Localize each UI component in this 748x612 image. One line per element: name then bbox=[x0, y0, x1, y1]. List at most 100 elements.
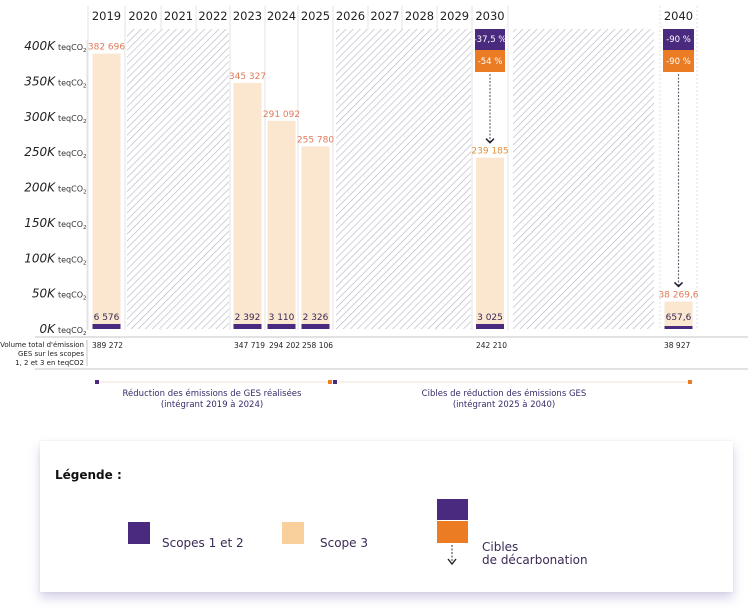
value-label-scope-3-2040: 38 269,6 bbox=[658, 290, 698, 300]
value-label-scope-3-2023: 345 327 bbox=[229, 72, 266, 82]
y-tick-label: 150K bbox=[24, 216, 56, 230]
y-tick-unit: teqCO2 bbox=[58, 78, 87, 89]
year-label-2026: 2026 bbox=[336, 9, 365, 23]
no-data-areas bbox=[127, 29, 654, 329]
y-tick-label: 200K bbox=[24, 181, 56, 195]
bar-scopes-1-2-2019 bbox=[92, 324, 121, 329]
value-label-scope-3-2030: 239 185 bbox=[471, 147, 508, 157]
value-label-scopes-1-2-2030: 3 025 bbox=[477, 313, 503, 323]
year-label-2020: 2020 bbox=[128, 9, 157, 23]
value-label-scopes-1-2-2024: 3 110 bbox=[269, 313, 295, 323]
year-label-2028: 2028 bbox=[405, 9, 434, 23]
total-value-2024: 294 202 bbox=[269, 341, 300, 350]
dotted-arrow-icon bbox=[447, 545, 457, 566]
period-label-targets-line1: Cibles de réduction des émissions GES bbox=[422, 388, 587, 399]
y-tick-unit: teqCO2 bbox=[58, 220, 87, 231]
value-label-scopes-1-2-2025: 2 326 bbox=[303, 313, 329, 323]
y-tick-label: 400K bbox=[24, 39, 56, 53]
y-tick-unit: teqCO2 bbox=[58, 114, 87, 125]
y-tick-label: 0K bbox=[39, 322, 56, 336]
targets: -37,5 % -54 % -90 % -90 % bbox=[474, 29, 694, 288]
period-marker bbox=[333, 380, 337, 384]
bar-scope-3-2025 bbox=[301, 146, 330, 329]
period-label-realised-line1: Réduction des émissions de GES réalisées bbox=[123, 388, 302, 399]
y-tick-unit: teqCO2 bbox=[58, 149, 87, 160]
total-value-2030: 242 210 bbox=[476, 341, 507, 350]
year-label-2021: 2021 bbox=[164, 9, 193, 23]
target-arrow-head-2030 bbox=[485, 138, 495, 144]
legend-target-orange bbox=[437, 521, 468, 543]
year-label-2022: 2022 bbox=[198, 9, 227, 23]
period-label-targets-line2: (intégrant 2025 à 2040) bbox=[453, 399, 555, 410]
value-label-scopes-1-2-2023: 2 392 bbox=[235, 313, 261, 323]
bar-scope-3-2030 bbox=[476, 157, 504, 329]
period-marker bbox=[95, 380, 99, 384]
y-tick-label: 350K bbox=[24, 74, 56, 88]
legend-label-scope-3: Scope 3 bbox=[320, 536, 369, 550]
legend-swatch-scope-3 bbox=[282, 522, 304, 544]
year-label-2025: 2025 bbox=[301, 9, 330, 23]
y-tick-label: 300K bbox=[24, 110, 56, 124]
y-tick-unit: teqCO2 bbox=[58, 255, 87, 266]
y-tick-unit: teqCO2 bbox=[58, 185, 87, 196]
y-tick-unit: teqCO2 bbox=[58, 43, 87, 54]
totals-row-label-line: GES sur les scopes bbox=[18, 350, 84, 358]
bar-scopes-1-2-2025 bbox=[301, 324, 330, 329]
bar-scopes-1-2-2030 bbox=[476, 324, 504, 329]
bars bbox=[92, 53, 693, 330]
bar-scopes-1-2-2024 bbox=[267, 324, 296, 329]
y-tick-label: 100K bbox=[24, 251, 56, 265]
legend-label-targets-line1: Cibles bbox=[482, 540, 519, 554]
target-label-scopes-1-2-2030: -37,5 % bbox=[474, 35, 507, 45]
value-label-scopes-1-2-2040: 657,6 bbox=[666, 313, 692, 323]
target-label-scopes-1-2-2040: -90 % bbox=[666, 35, 691, 45]
target-box-scopes-1-2-2030 bbox=[475, 29, 505, 50]
total-value-2025: 258 106 bbox=[302, 341, 333, 350]
legend-panel: Légende : Scopes 1 et 2 Scope 3 Cibles d… bbox=[40, 441, 733, 592]
value-label-scopes-1-2-2019: 6 576 bbox=[94, 313, 120, 323]
no-data-area-2020-2022 bbox=[127, 29, 229, 329]
value-label-scope-3-2024: 291 092 bbox=[263, 110, 300, 120]
bar-scope-3-2019 bbox=[92, 53, 121, 330]
no-data-area-2026-2029 bbox=[336, 29, 471, 329]
year-label-2024: 2024 bbox=[267, 9, 296, 23]
target-box-scope-3-2030 bbox=[475, 50, 505, 72]
emissions-chart: 2019 2020 2021 2022 2023 2024 2025 2026 2027 2028… bbox=[0, 6, 748, 410]
target-label-scope-3-2040: -90 % bbox=[666, 57, 691, 67]
period-label-realised-line2: (intégrant 2019 à 2024) bbox=[161, 399, 263, 410]
total-value-2023: 347 719 bbox=[234, 341, 265, 350]
no-data-area-2031-2039 bbox=[513, 29, 654, 329]
period-marker bbox=[688, 380, 692, 384]
y-tick-label: 50K bbox=[32, 287, 56, 301]
year-label-2023: 2023 bbox=[233, 9, 262, 23]
legend-swatch-scopes-1-2 bbox=[128, 522, 150, 544]
labels: 2019 2020 2021 2022 2023 2024 2025 2026 2027 2028… bbox=[88, 9, 699, 323]
legend-title: Légende : bbox=[55, 468, 122, 482]
year-label-2019: 2019 bbox=[92, 9, 121, 23]
totals-row-label-line: Volume total d'émission bbox=[0, 341, 84, 349]
total-value-2019: 389 272 bbox=[92, 341, 123, 350]
target-label-scope-3-2030: -54 % bbox=[478, 57, 503, 67]
bar-scope-3-2023 bbox=[233, 82, 262, 330]
totals-row-label-line: 1, 2 et 3 en teqCO2 bbox=[15, 359, 84, 367]
year-label-2040: 2040 bbox=[664, 9, 693, 23]
legend-label-targets-line2: de décarbonation bbox=[482, 553, 588, 567]
period-marker bbox=[328, 380, 332, 384]
legend-label-scopes-1-2: Scopes 1 et 2 bbox=[162, 536, 244, 550]
target-box-scopes-1-2-2040 bbox=[663, 29, 694, 50]
bar-scopes-1-2-2023 bbox=[233, 324, 262, 329]
year-label-2029: 2029 bbox=[440, 9, 469, 23]
year-label-2030: 2030 bbox=[475, 9, 504, 23]
y-tick-label: 250K bbox=[24, 145, 56, 159]
year-label-2027: 2027 bbox=[370, 9, 399, 23]
legend-target-purple bbox=[437, 499, 468, 520]
total-value-2040: 38 927 bbox=[664, 341, 690, 350]
y-tick-unit: teqCO2 bbox=[58, 326, 87, 337]
bar-scopes-1-2-2040 bbox=[664, 326, 693, 329]
value-label-scope-3-2025: 255 780 bbox=[297, 135, 334, 145]
bar-scope-3-2024 bbox=[267, 120, 296, 329]
bar-scope-3-2040 bbox=[664, 301, 693, 329]
legend-label-targets: Cibles de décarbonation bbox=[482, 541, 588, 567]
